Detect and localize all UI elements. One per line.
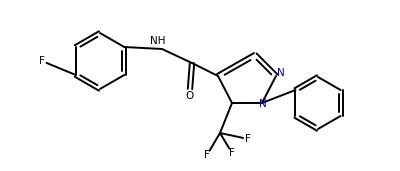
Text: O: O	[185, 91, 193, 101]
Text: N: N	[259, 99, 267, 109]
Text: F: F	[229, 148, 235, 158]
Text: F: F	[245, 134, 251, 144]
Text: F: F	[204, 150, 210, 160]
Text: F: F	[39, 56, 45, 66]
Text: NH: NH	[150, 36, 166, 46]
Text: N: N	[277, 68, 285, 78]
